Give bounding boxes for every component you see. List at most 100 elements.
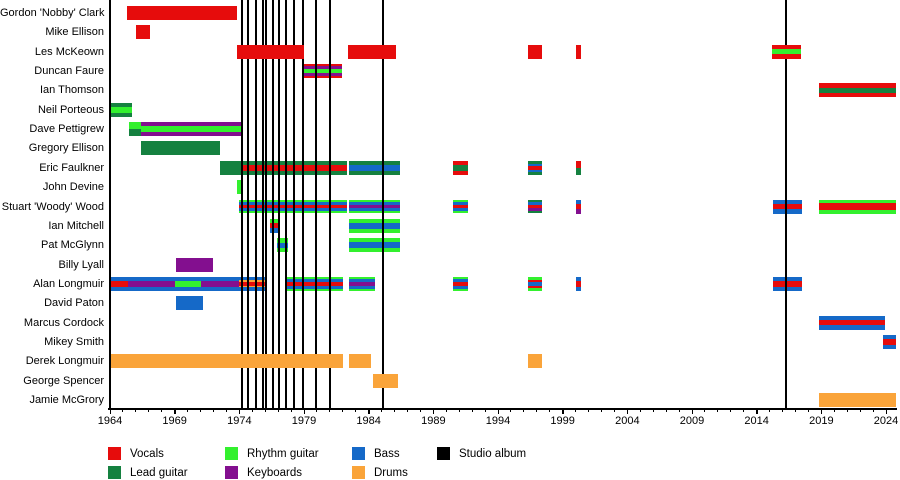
timeline-bar (527, 354, 542, 369)
role-stripe-lead (527, 171, 542, 175)
role-stripe-rhythm (452, 199, 469, 202)
role-stripe-rhythm (270, 218, 279, 223)
x-axis-tick-label: 1979 (291, 415, 317, 427)
role-stripe-rhythm (349, 238, 400, 243)
role-stripe-bass (110, 276, 129, 282)
role-stripe-bass (575, 199, 581, 205)
timeline-bar (219, 160, 242, 175)
x-axis-major-tick (174, 409, 176, 414)
timeline-bar (575, 160, 581, 175)
role-stripe-bass (128, 286, 175, 291)
role-stripe-rhythm (818, 199, 897, 204)
timeline-bar (284, 276, 343, 291)
role-stripe-lead (527, 210, 542, 214)
role-stripe-bass (128, 276, 175, 282)
timeline-bar (773, 199, 802, 214)
member-label: Duncan Faure (34, 65, 104, 78)
role-stripe-rhythm (452, 211, 469, 214)
x-axis-minor-tick (717, 409, 719, 412)
x-axis-minor-tick (484, 409, 486, 412)
role-stripe-bass (452, 201, 469, 205)
role-stripe-rhythm (349, 276, 376, 280)
timeline-bar (349, 160, 400, 175)
x-axis-minor-tick (329, 409, 331, 412)
role-stripe-vocals (773, 203, 802, 210)
x-axis-tick-label: 2009 (679, 415, 705, 427)
timeline-bar (110, 354, 343, 369)
x-axis-minor-tick (730, 409, 732, 412)
x-axis-major-tick (432, 409, 435, 414)
timeline-bar (372, 373, 399, 388)
role-stripe-vocals (452, 170, 469, 175)
legend-item-rhythm: Rhythm guitar (225, 447, 319, 460)
role-stripe-vocals (527, 285, 542, 289)
role-stripe-keyboards (527, 208, 542, 211)
role-stripe-vocals (527, 165, 542, 170)
role-stripe-lead (349, 160, 400, 166)
x-axis-minor-tick (743, 409, 745, 412)
role-stripe-bass (452, 285, 469, 289)
legend-swatch-bass (352, 447, 365, 460)
role-stripe-lead (527, 199, 542, 203)
role-stripe-bass (452, 208, 469, 212)
role-stripe-rhythm (349, 228, 400, 233)
role-stripe-vocals (527, 279, 542, 283)
studio-album-line (381, 0, 384, 408)
x-axis-minor-tick (342, 409, 344, 412)
x-axis-tick-label: 2024 (873, 415, 899, 427)
role-stripe-vocals (772, 54, 801, 59)
timeline-bar (302, 64, 342, 79)
role-stripe-bass (883, 334, 897, 340)
role-stripe-bass (818, 325, 885, 330)
member-label: Gordon 'Nobby' Clark (0, 7, 105, 19)
member-label: David Paton (44, 297, 104, 310)
x-axis-tick-label: 1964 (97, 415, 123, 427)
role-stripe-bass (284, 285, 343, 289)
timeline-bar (773, 276, 802, 291)
timeline-bar (575, 199, 581, 214)
role-stripe-bass (276, 242, 289, 248)
timeline-bar (236, 44, 304, 59)
timeline-bar (452, 199, 469, 214)
timeline-bar (575, 44, 581, 59)
role-stripe-bass (773, 286, 802, 291)
x-axis-major-tick (756, 409, 758, 414)
role-stripe-bass (527, 169, 542, 172)
role-stripe-vocals (575, 281, 581, 287)
role-stripe-keyboards (141, 131, 244, 137)
x-axis-major-tick (691, 409, 693, 414)
role-stripe-vocals (110, 281, 129, 287)
legend-item-vocals: Vocals (108, 447, 164, 460)
x-axis-minor-tick (122, 409, 124, 412)
timeline-bar (349, 218, 400, 233)
role-stripe-vocals (818, 93, 897, 98)
x-axis-tick-label: 1969 (162, 415, 187, 427)
studio-album-line (255, 0, 258, 408)
role-stripe-rhythm (452, 276, 469, 280)
x-axis-minor-tick (588, 409, 590, 412)
role-stripe-bass (174, 286, 201, 291)
role-stripe-vocals (284, 281, 343, 286)
x-axis-minor-tick (290, 409, 292, 412)
timeline-bar (270, 218, 279, 233)
timeline-bar (527, 160, 542, 175)
x-axis-minor-tick (575, 409, 577, 412)
studio-album-line (301, 0, 304, 408)
role-stripe-lead (110, 102, 132, 107)
x-axis-minor-tick (872, 409, 874, 412)
x-axis-minor-tick (458, 409, 460, 412)
role-stripe-vocals (452, 204, 469, 209)
x-axis-major-tick (368, 409, 370, 414)
x-axis-tick-label: 1984 (356, 415, 381, 427)
timeline-bar (135, 25, 151, 40)
role-stripe-bass (200, 276, 240, 282)
role-stripe-rhythm (349, 218, 400, 223)
legend-item-album: Studio album (437, 447, 526, 460)
role-stripe-vocals (302, 64, 342, 67)
x-axis-minor-tick (445, 409, 447, 412)
x-axis-minor-tick (161, 409, 163, 412)
role-stripe-keyboards (128, 281, 175, 287)
studio-album-line (328, 0, 331, 408)
member-label: John Devine (42, 181, 104, 194)
legend-swatch-keyboards (225, 466, 238, 479)
